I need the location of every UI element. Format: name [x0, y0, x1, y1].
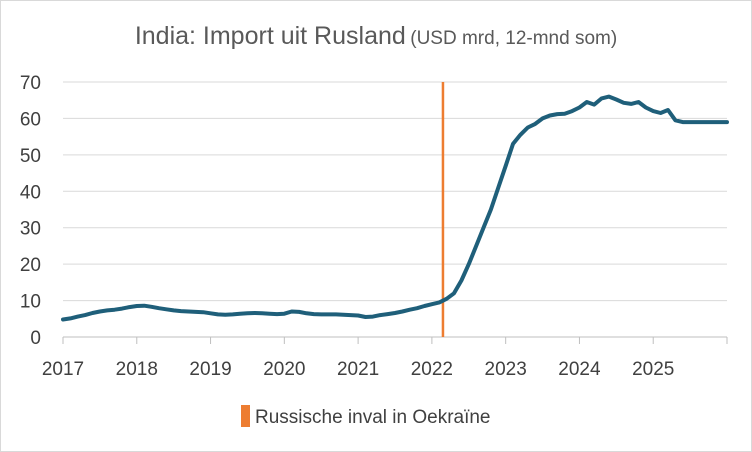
- y-tick-label-70: 70: [20, 73, 41, 94]
- x-tick-label-2024: 2024: [558, 359, 601, 380]
- x-tick-label-2020: 2020: [263, 359, 305, 380]
- chart-subtitle: (USD mrd, 12-mnd som): [410, 28, 618, 49]
- chart-title-main: India: Import uit Rusland: [134, 22, 406, 50]
- y-tick-label-60: 60: [20, 109, 41, 130]
- legend-label-invasion: Russische inval in Oekraïne: [255, 407, 491, 428]
- x-tick-label-2023: 2023: [485, 359, 527, 380]
- y-tick-label-30: 30: [20, 219, 41, 240]
- x-tick-label-2021: 2021: [337, 359, 379, 380]
- y-tick-label-10: 10: [20, 292, 41, 313]
- y-tick-label-40: 40: [20, 182, 41, 203]
- x-tick-label-2022: 2022: [411, 359, 453, 380]
- x-tick-label-2017: 2017: [42, 359, 84, 380]
- y-tick-label-50: 50: [20, 146, 41, 167]
- series-line-import: [61, 94, 729, 322]
- chart-title: India: Import uit Rusland (USD mrd, 12-m…: [0, 22, 752, 51]
- x-tick-label-2019: 2019: [189, 359, 231, 380]
- y-tick-label-0: 0: [30, 328, 41, 349]
- x-tick-label-2018: 2018: [116, 359, 158, 380]
- y-tick-label-20: 20: [20, 255, 41, 276]
- legend-swatch-invasion: [241, 405, 250, 427]
- x-tick-label-2025: 2025: [632, 359, 674, 380]
